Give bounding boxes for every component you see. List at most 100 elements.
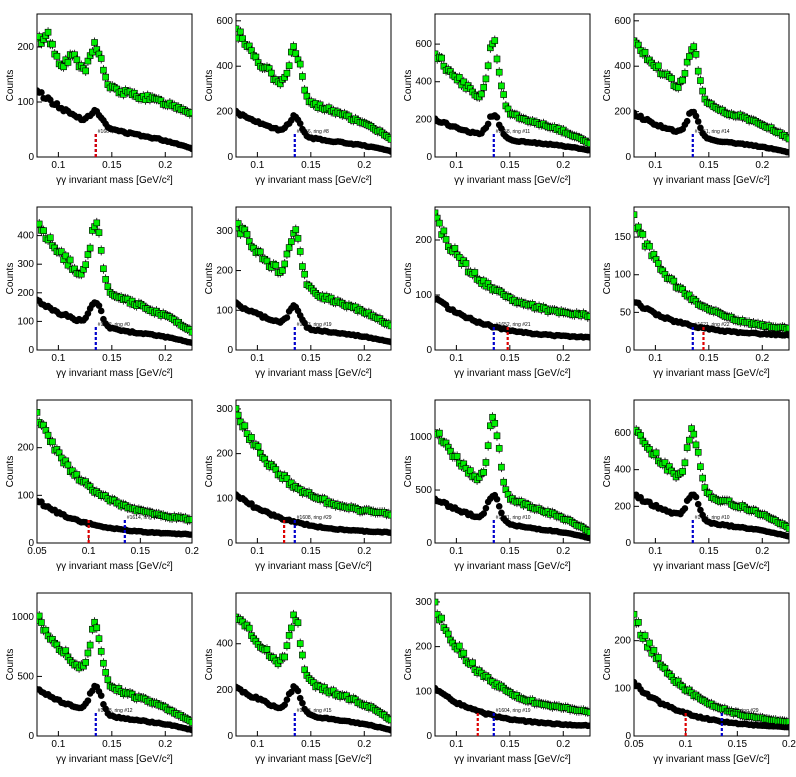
- black-series-point: [188, 145, 192, 153]
- y-tick-label: 400: [216, 639, 233, 650]
- green-series-point: [674, 84, 682, 91]
- x-axis-title: γγ invariant mass [GeV/c²]: [653, 754, 770, 765]
- x-tick-label: 0.15: [699, 160, 719, 171]
- green-series-point: [655, 62, 662, 70]
- green-series-point: [241, 422, 249, 430]
- green-series-point: [66, 256, 74, 264]
- x-tick-label: 0.1: [250, 739, 264, 750]
- annotation-label: #1664, ring #4: [98, 129, 130, 135]
- green-series-point: [236, 405, 240, 412]
- chart-svg: 0.1 0.15 0.2 0 100 200 300 400 γγ invariant mass…: [5, 206, 193, 379]
- x-axis-title: γγ invariant mass [GeV/c²]: [653, 175, 770, 186]
- black-series-point: [694, 118, 702, 125]
- plot-frame: [434, 13, 591, 158]
- y-tick-label: 500: [17, 671, 34, 682]
- x-tick-label: 0.1: [648, 353, 662, 364]
- green-series-point: [460, 78, 468, 86]
- annotation-label: #1652, ring #21: [496, 322, 531, 328]
- y-axis-title: Counts: [204, 456, 215, 488]
- green-series-point: [586, 528, 590, 536]
- green-series-point: [188, 516, 192, 523]
- x-tick-label: 0.2: [158, 160, 172, 171]
- black-series-point: [283, 314, 291, 321]
- green-series-point: [288, 238, 295, 245]
- green-series-point: [93, 624, 101, 632]
- y-axis-title: Counts: [602, 263, 613, 295]
- chart-panel-r3c3: 0.1 0.15 0.2 0 500 1000 γγ invariant mass [GeV…: [398, 386, 597, 579]
- x-tick-label: 0.1: [449, 546, 463, 557]
- series-group: [435, 207, 590, 341]
- x-axis-title: γγ invariant mass [GeV/c²]: [255, 175, 372, 186]
- y-tick-label: 600: [614, 16, 631, 27]
- y-tick-label: 0: [28, 152, 34, 163]
- green-series-point: [44, 28, 52, 36]
- plot-frame: [633, 206, 790, 351]
- y-axis-title: Counts: [403, 649, 414, 681]
- y-axis-title: Counts: [204, 263, 215, 295]
- annotation-label: #1623, ring #19: [297, 322, 332, 328]
- x-tick-label: 0.15: [301, 353, 321, 364]
- y-tick-label: 1000: [12, 612, 35, 623]
- green-series-point: [646, 242, 653, 250]
- green-series-point: [102, 669, 109, 676]
- green-series-point: [694, 67, 702, 75]
- green-series-point: [299, 651, 306, 659]
- x-axis-title: γγ invariant mass [GeV/c²]: [56, 368, 173, 379]
- green-series-point: [236, 224, 240, 232]
- green-series-point: [44, 431, 52, 439]
- series-group: [37, 407, 192, 538]
- green-series-point: [299, 73, 306, 80]
- green-series-point: [288, 624, 295, 632]
- green-series-point: [95, 635, 103, 642]
- green-series-point: [679, 76, 687, 84]
- black-series-point: [495, 503, 503, 510]
- annotation-label: #1662, ring #0: [98, 322, 130, 328]
- x-tick-label: 0.15: [728, 739, 748, 750]
- green-series-point: [64, 461, 72, 469]
- series-group: [634, 209, 789, 339]
- y-axis-title: Counts: [403, 263, 414, 295]
- y-tick-label: 0: [28, 345, 34, 356]
- green-series-point: [462, 260, 470, 267]
- y-tick-label: 150: [614, 232, 631, 243]
- chart-svg: 0.1 0.15 0.2 0 50 100 150 γγ invariant mass [Ge…: [602, 206, 790, 379]
- green-series-point: [263, 646, 271, 653]
- black-series-point: [493, 114, 501, 121]
- green-series-point: [785, 718, 789, 726]
- green-series-point: [500, 91, 507, 98]
- green-series-point: [639, 231, 647, 238]
- green-series-point: [257, 248, 264, 256]
- chart-svg: 0.1 0.15 0.2 0 500 1000 γγ invariant mass [GeV…: [403, 399, 591, 572]
- green-series-point: [500, 478, 507, 486]
- green-series-point: [646, 639, 653, 647]
- green-series-point: [655, 654, 662, 661]
- green-series-point: [456, 642, 463, 650]
- green-series-point: [697, 463, 704, 470]
- green-series-point: [692, 50, 700, 58]
- annotation-label: #1656, ring #8: [297, 129, 329, 135]
- annotation-label: #1658, ring #11: [496, 129, 531, 135]
- black-series-point: [498, 509, 505, 517]
- green-series-point: [586, 709, 590, 716]
- chart-panel-r1c1: 0.1 0.15 0.2 0 100 200 γγ invariant mass [GeV/…: [0, 0, 199, 193]
- green-series-point: [387, 135, 391, 143]
- y-tick-label: 200: [415, 235, 432, 246]
- green-series-point: [387, 511, 391, 519]
- black-series-point: [387, 529, 391, 537]
- green-series-point: [681, 459, 689, 467]
- green-series-point: [456, 253, 463, 261]
- green-series-point: [91, 39, 98, 46]
- y-tick-label: 400: [216, 61, 233, 72]
- green-series-point: [100, 265, 107, 273]
- green-series-point: [93, 219, 101, 227]
- x-tick-label: 0.1: [679, 739, 693, 750]
- x-tick-label: 0.2: [556, 160, 570, 171]
- green-series-point: [82, 659, 90, 666]
- green-series-point: [456, 74, 463, 81]
- green-series-point: [451, 245, 459, 252]
- annotation-label: #1621, ring #22: [695, 322, 730, 328]
- y-tick-label: 100: [216, 493, 233, 504]
- green-series-point: [493, 55, 501, 63]
- chart-panel-r1c4: 0.1 0.15 0.2 0 200 400 600 γγ invariant mass [G…: [597, 0, 796, 193]
- x-tick-label: 0.2: [755, 546, 769, 557]
